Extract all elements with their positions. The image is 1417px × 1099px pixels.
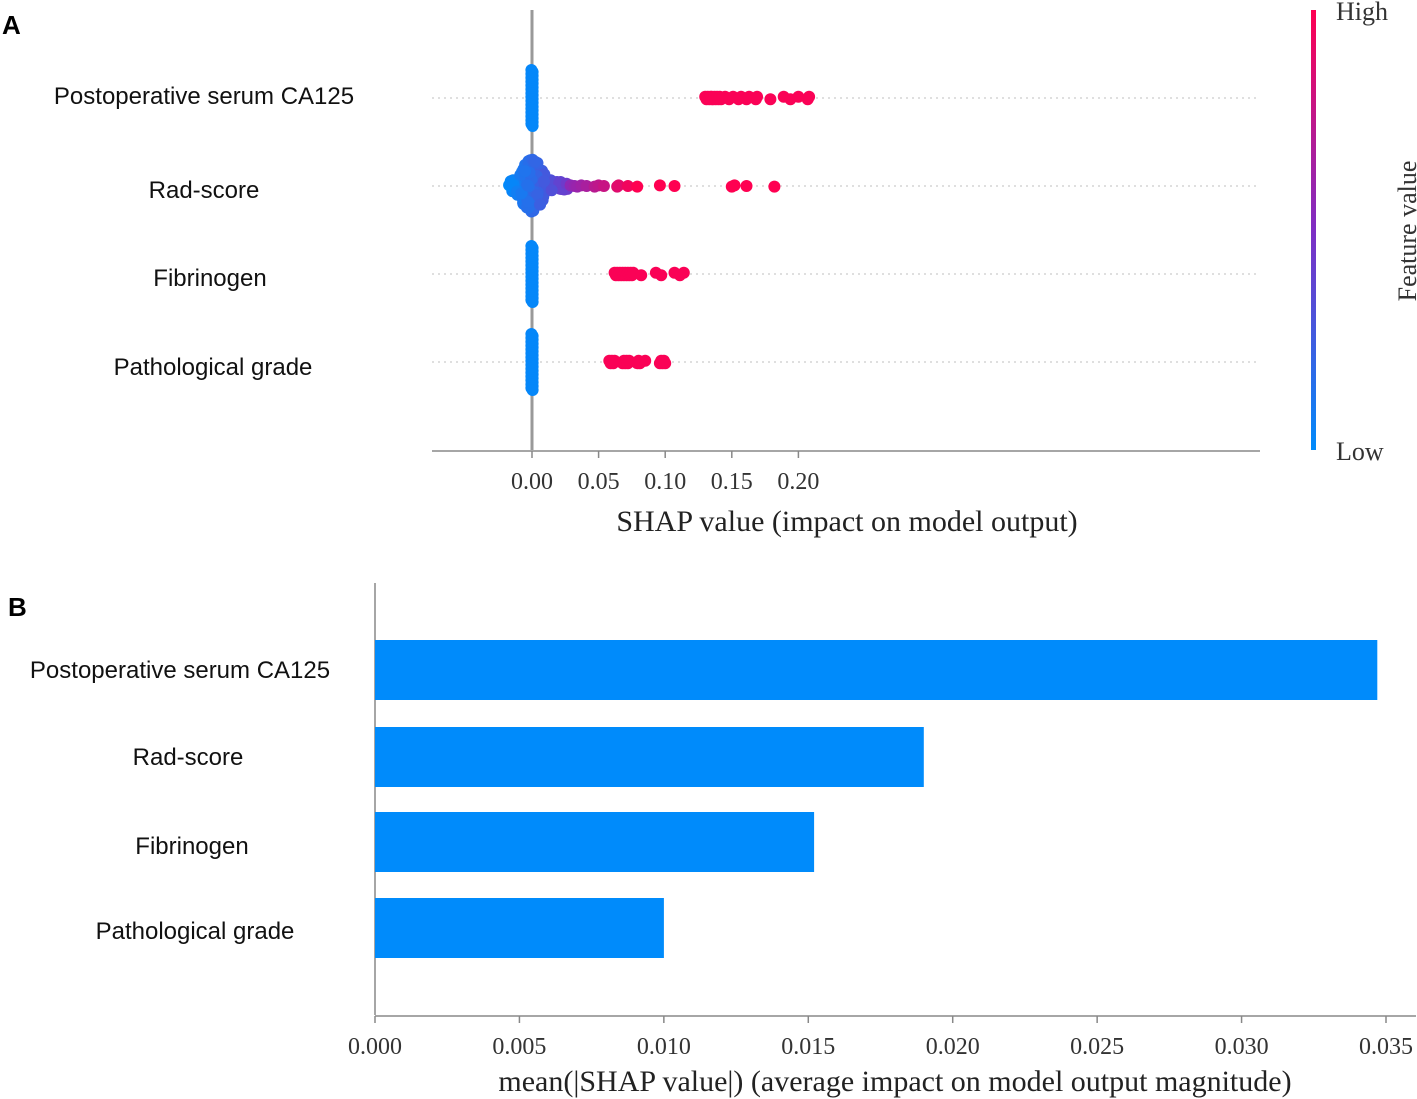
a-shap-point	[764, 93, 777, 106]
b-x-tick-label: 0.000	[348, 1034, 402, 1060]
a-feature-label: Rad-score	[149, 177, 260, 204]
b-x-tick-label: 0.025	[1070, 1034, 1124, 1060]
a-shap-point	[519, 165, 532, 178]
a-x-tick-label: 0.10	[644, 469, 686, 495]
a-shap-point	[528, 155, 541, 168]
a-shap-point	[612, 179, 625, 192]
colorbar-high-label: High	[1336, 0, 1388, 26]
a-x-axis-title: SHAP value (impact on model output)	[616, 505, 1077, 538]
a-shap-point	[521, 179, 534, 192]
a-shap-point	[531, 189, 544, 202]
a-shap-point	[621, 180, 634, 192]
b-bar	[375, 727, 924, 787]
b-category-label: Rad-score	[133, 744, 244, 771]
a-shap-point	[635, 269, 648, 282]
a-x-tick-label: 0.15	[711, 469, 753, 495]
colorbar-title: Feature value	[1393, 161, 1417, 302]
b-x-tick-label: 0.005	[492, 1034, 546, 1060]
a-shap-point	[751, 90, 764, 103]
b-category-label: Pathological grade	[96, 918, 295, 945]
a-shap-point	[526, 120, 539, 132]
a-shap-point	[522, 195, 534, 208]
b-x-tick-label: 0.035	[1359, 1034, 1413, 1060]
a-feature-label: Pathological grade	[114, 354, 313, 381]
b-x-tick-label: 0.010	[637, 1034, 691, 1060]
a-shap-point	[659, 357, 672, 370]
b-category-label: Postoperative serum CA125	[30, 657, 330, 684]
b-bars	[375, 640, 1378, 958]
a-x-ticks: 0.00 0.05 0.10 0.15 0.20	[511, 451, 819, 495]
colorbar: High Low Feature value	[1311, 0, 1417, 466]
b-bar	[375, 812, 815, 872]
a-shap-point	[545, 184, 558, 197]
a-x-tick-label: 0.00	[511, 469, 553, 495]
a-feature-label: Postoperative serum CA125	[54, 83, 354, 110]
a-shap-point	[526, 296, 539, 308]
b-x-tick-label: 0.030	[1215, 1034, 1269, 1060]
a-feature-labels: Postoperative serum CA125 Rad-score Fibr…	[54, 83, 354, 381]
b-bar	[375, 640, 1378, 700]
a-shap-point	[526, 384, 539, 396]
a-points	[503, 64, 816, 396]
a-shap-point	[677, 266, 690, 279]
panel-b-letter: B	[8, 592, 27, 622]
a-shap-point	[668, 180, 681, 192]
a-shap-point	[740, 180, 753, 192]
a-shap-point	[534, 198, 547, 211]
a-shap-point	[538, 175, 550, 188]
a-shap-point	[728, 179, 741, 192]
b-x-axis-title: mean(|SHAP value|) (average impact on mo…	[498, 1065, 1291, 1098]
b-category-labels: Postoperative serum CA125 Rad-score Fibr…	[30, 657, 330, 945]
a-feature-label: Fibrinogen	[153, 265, 266, 292]
a-shap-point	[768, 180, 781, 193]
b-x-tick-label: 0.020	[926, 1034, 980, 1060]
panel-a-letter: A	[2, 10, 21, 40]
panel-a: A 0.00 0.05 0.10 0.15 0.20 Postoperative ser…	[2, 0, 1417, 538]
colorbar-low-label: Low	[1336, 437, 1384, 466]
a-shap-point	[655, 269, 668, 282]
b-x-tick-label: 0.015	[781, 1034, 835, 1060]
b-category-label: Fibrinogen	[135, 833, 248, 860]
a-shap-point	[639, 354, 652, 367]
a-shap-point	[803, 90, 816, 103]
a-row-guides	[432, 97, 1260, 363]
panel-b: B 0.000 0.005 0.010 0.015 0.020 0.025 0.030 0.0…	[8, 583, 1416, 1098]
a-shap-point	[792, 90, 805, 103]
b-bar	[375, 898, 664, 958]
a-x-tick-label: 0.20	[777, 469, 819, 495]
colorbar-gradient	[1311, 10, 1316, 450]
b-x-ticks: 0.000 0.005 0.010 0.015 0.020 0.025 0.030 0.035	[348, 1016, 1413, 1060]
a-x-tick-label: 0.05	[578, 469, 620, 495]
a-shap-point	[631, 180, 644, 193]
a-shap-point	[597, 180, 610, 192]
a-shap-point	[653, 179, 666, 192]
